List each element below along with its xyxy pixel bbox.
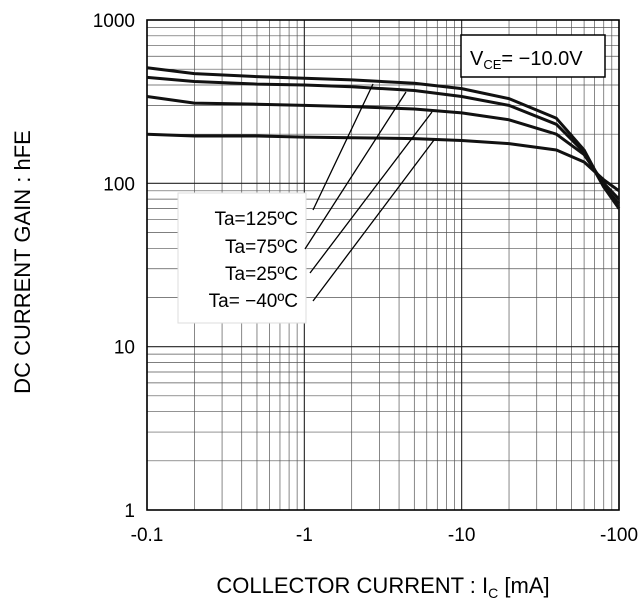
condition-label: VCE= −10.0V bbox=[470, 48, 583, 72]
legend-leader-minus40 bbox=[312, 139, 435, 302]
x-axis-ticks: -0.1 -1 -10 -100 bbox=[131, 525, 638, 546]
x-tick-label: -100 bbox=[600, 525, 638, 546]
condition-box: VCE= −10.0V bbox=[460, 34, 606, 78]
legend-label-minus40: Ta= −40ºC bbox=[209, 291, 298, 312]
condition-rest: = −10.0V bbox=[501, 48, 583, 70]
y-tick-label: 10 bbox=[114, 338, 135, 359]
y-tick-label: 1 bbox=[124, 501, 135, 522]
legend-label-125: Ta=125ºC bbox=[214, 209, 298, 230]
x-tick-label: -0.1 bbox=[131, 525, 164, 546]
plot-frame bbox=[146, 19, 620, 511]
legend: Ta=125ºC Ta=75ºC Ta=25ºC Ta= −40ºC bbox=[177, 83, 435, 324]
legend-box bbox=[177, 192, 307, 324]
y-axis-title: DC CURRENT GAIN : hFE bbox=[10, 130, 35, 394]
series-line-2 bbox=[146, 95, 621, 201]
x-axis-title-sub: C bbox=[488, 585, 498, 601]
y-axis-ticks: 1 10 100 1000 bbox=[93, 11, 135, 522]
legend-label-25: Ta=25ºC bbox=[225, 264, 298, 285]
y-tick-label: 100 bbox=[103, 174, 135, 195]
y-tick-label: 1000 bbox=[93, 11, 135, 32]
condition-box-frame bbox=[460, 34, 606, 78]
series-line-3 bbox=[146, 132, 620, 193]
x-tick-label: -1 bbox=[296, 525, 313, 546]
condition-sub: CE bbox=[483, 57, 501, 72]
legend-leader-25 bbox=[309, 111, 433, 274]
series-group bbox=[146, 66, 621, 210]
x-axis-title-main: COLLECTOR CURRENT : I bbox=[216, 573, 488, 598]
x-tick-label: -10 bbox=[448, 525, 475, 546]
x-axis-title-unit: [mA] bbox=[498, 573, 549, 598]
legend-leader-75 bbox=[304, 91, 407, 250]
x-axis-title: COLLECTOR CURRENT : IC [mA] bbox=[216, 573, 549, 601]
legend-label-75: Ta=75ºC bbox=[225, 237, 298, 258]
condition-v: V bbox=[470, 48, 484, 70]
legend-leader-125 bbox=[312, 83, 374, 211]
